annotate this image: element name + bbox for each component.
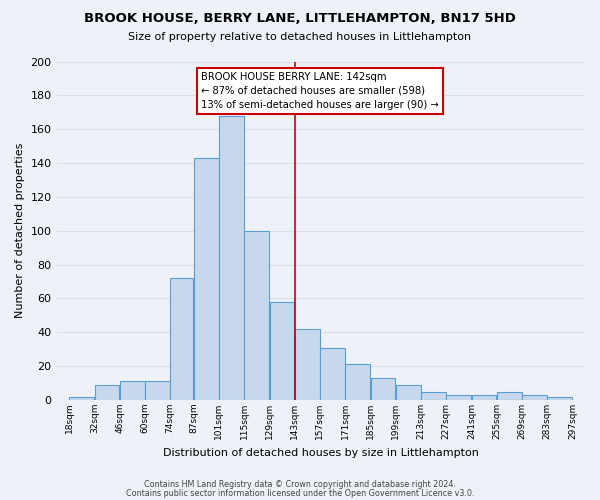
Bar <box>194 158 218 400</box>
Bar <box>396 385 421 400</box>
Bar <box>219 116 244 400</box>
Bar <box>547 396 572 400</box>
Bar <box>320 348 345 400</box>
Bar <box>346 364 370 400</box>
Bar <box>120 382 145 400</box>
Bar <box>269 302 295 400</box>
Y-axis label: Number of detached properties: Number of detached properties <box>15 143 25 318</box>
Bar <box>244 231 269 400</box>
Bar <box>170 278 193 400</box>
Text: Size of property relative to detached houses in Littlehampton: Size of property relative to detached ho… <box>128 32 472 42</box>
Bar <box>446 395 471 400</box>
Bar <box>95 385 119 400</box>
Bar <box>497 392 521 400</box>
Bar <box>295 329 320 400</box>
Bar <box>472 395 496 400</box>
Text: BROOK HOUSE, BERRY LANE, LITTLEHAMPTON, BN17 5HD: BROOK HOUSE, BERRY LANE, LITTLEHAMPTON, … <box>84 12 516 26</box>
Text: Contains HM Land Registry data © Crown copyright and database right 2024.: Contains HM Land Registry data © Crown c… <box>144 480 456 489</box>
Text: Contains public sector information licensed under the Open Government Licence v3: Contains public sector information licen… <box>126 488 474 498</box>
Bar <box>421 392 446 400</box>
Bar <box>145 382 170 400</box>
Bar <box>371 378 395 400</box>
Bar <box>522 395 547 400</box>
Bar <box>70 396 94 400</box>
Text: BROOK HOUSE BERRY LANE: 142sqm
← 87% of detached houses are smaller (598)
13% of: BROOK HOUSE BERRY LANE: 142sqm ← 87% of … <box>201 72 439 110</box>
X-axis label: Distribution of detached houses by size in Littlehampton: Distribution of detached houses by size … <box>163 448 479 458</box>
